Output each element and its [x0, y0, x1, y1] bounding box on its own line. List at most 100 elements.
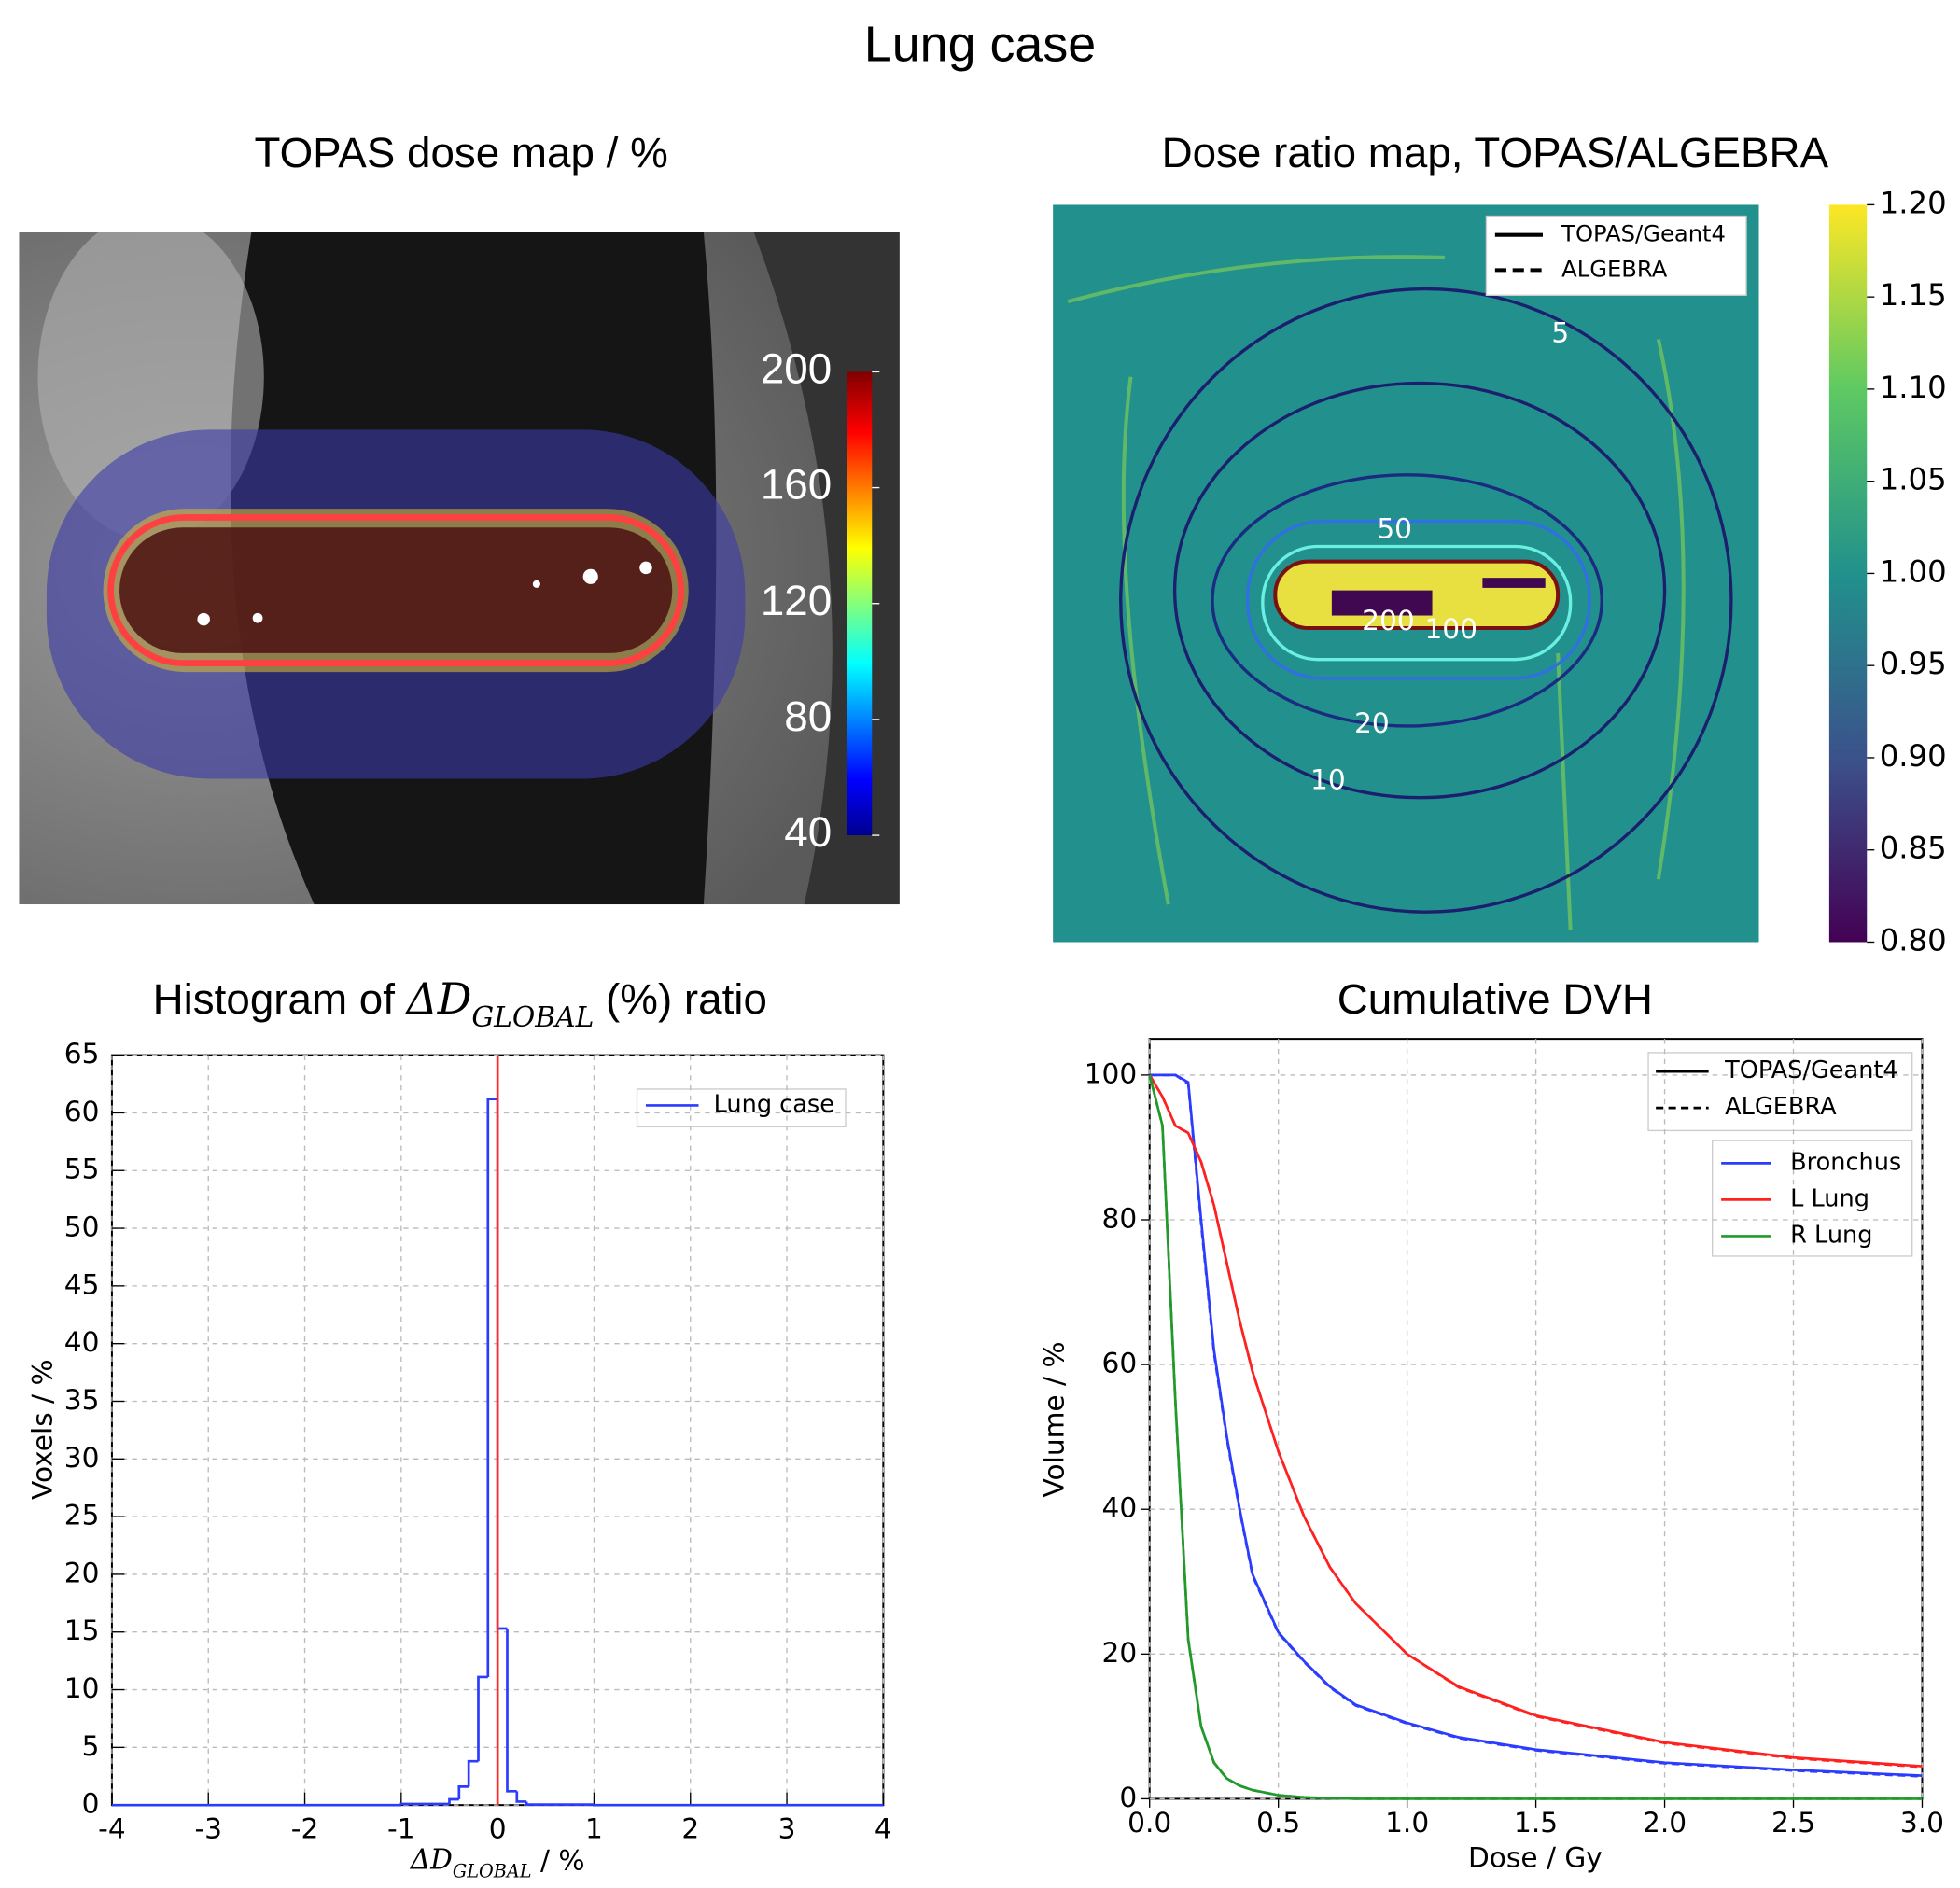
y-tick-label: 55: [64, 1154, 100, 1185]
y-tick-label: 40: [1102, 1492, 1138, 1524]
legend-label: ALGEBRA: [1725, 1093, 1837, 1121]
x-tick-label: -4: [98, 1813, 126, 1845]
legend-label: Bronchus: [1790, 1148, 1901, 1176]
colorbar: [1828, 204, 1868, 943]
legend-label: L Lung: [1790, 1184, 1869, 1212]
colorbar-tick-label: 1.15: [1880, 277, 1947, 313]
panel-title: Cumulative DVH: [1337, 975, 1653, 1023]
panel-title: Histogram of ΔDGLOBAL (%) ratio: [153, 974, 767, 1034]
colorbar-tick-label: 200: [761, 345, 832, 393]
math-subscript: GLOBAL: [453, 1860, 532, 1881]
colorbar-tick-label: 1.10: [1880, 370, 1947, 405]
histogram-step: [448, 1797, 459, 1804]
y-tick-label: 30: [64, 1442, 100, 1474]
histogram-step: [506, 1629, 517, 1793]
x-tick-label: 4: [875, 1813, 892, 1845]
y-tick-label: 15: [64, 1615, 100, 1646]
y-tick-label: 20: [1102, 1637, 1138, 1669]
histogram-step: [399, 1802, 450, 1806]
y-tick-label: 60: [1102, 1348, 1138, 1379]
contour-label: 20: [1354, 707, 1390, 739]
legend-box: [1485, 215, 1747, 296]
legend-box: [636, 1088, 847, 1128]
figure-title: Lung case: [864, 16, 1096, 72]
dvh-line: [1149, 1073, 1923, 1778]
panel-title: TOPAS dose map / %: [254, 129, 667, 176]
contour-label: 5: [1551, 317, 1569, 349]
x-tick-label: 1: [585, 1813, 603, 1845]
x-tick-label: 2.0: [1643, 1807, 1687, 1839]
y-axis-label: Voxels / %: [27, 1359, 59, 1500]
y-tick-label: 80: [1102, 1203, 1138, 1235]
x-tick-label: -3: [194, 1813, 222, 1845]
contour-label: 200: [1362, 605, 1415, 636]
x-tick-label: 2: [681, 1813, 699, 1845]
y-tick-label: 20: [64, 1557, 100, 1588]
colorbar-tick-label: 1.00: [1880, 553, 1947, 589]
colorbar-tick-label: 80: [784, 692, 832, 740]
legend-label: ALGEBRA: [1561, 256, 1668, 282]
colorbar-tick-label: 40: [784, 808, 832, 856]
colorbar-tick-label: 120: [761, 577, 832, 624]
histogram-step: [486, 1098, 498, 1677]
math-symbol: ΔD: [410, 1844, 453, 1876]
colorbar-tick-label: 0.90: [1880, 738, 1947, 774]
legend-box: [1647, 1052, 1913, 1132]
histogram-step: [525, 1801, 595, 1806]
contour-label: 10: [1310, 764, 1346, 796]
legend-label: R Lung: [1790, 1221, 1872, 1249]
legend-label: Lung case: [714, 1090, 834, 1118]
x-tick-label: 2.5: [1771, 1807, 1815, 1839]
x-tick-label: 3.0: [1900, 1807, 1944, 1839]
y-tick-label: 5: [82, 1730, 100, 1762]
x-tick-label: 1.0: [1385, 1807, 1429, 1839]
y-tick-label: 0: [82, 1788, 100, 1820]
y-tick-label: 60: [64, 1096, 100, 1127]
histogram-step: [593, 1803, 884, 1807]
contour-label: 100: [1424, 613, 1477, 645]
x-tick-label: -1: [387, 1813, 415, 1845]
histogram-step: [457, 1785, 469, 1799]
legend-label: TOPAS/Geant4: [1724, 1056, 1898, 1084]
x-tick-label: 1.5: [1514, 1807, 1558, 1839]
histogram-step: [477, 1675, 488, 1762]
contour-label: 50: [1377, 513, 1412, 545]
math-subscript: GLOBAL: [471, 1001, 594, 1034]
histogram-step: [467, 1759, 479, 1787]
x-tick-label: 0.0: [1127, 1807, 1171, 1839]
histogram-step: [496, 1098, 508, 1630]
title-text: Histogram of: [153, 975, 396, 1023]
ratio-map-image: [1053, 204, 1759, 943]
y-tick-label: 35: [64, 1384, 100, 1416]
colorbar-tick-label: 0.95: [1880, 646, 1947, 681]
y-tick-label: 45: [64, 1268, 100, 1300]
y-tick-label: 40: [64, 1326, 100, 1358]
colorbar-tick-label: 160: [761, 461, 832, 509]
x-axis-label: Dose / Gy: [1468, 1842, 1603, 1874]
text: / %: [540, 1844, 585, 1876]
x-axis-label: ΔDGLOBAL / %: [410, 1844, 585, 1882]
y-axis-label: Volume / %: [1038, 1341, 1070, 1497]
colorbar: [847, 371, 873, 836]
dvh-line: [1148, 1074, 1923, 1800]
histogram-step: [515, 1791, 527, 1803]
y-tick-label: 10: [64, 1672, 100, 1704]
colorbar-tick-label: 0.85: [1880, 831, 1947, 866]
y-tick-label: 100: [1085, 1057, 1138, 1089]
panel-title: Dose ratio map, TOPAS/ALGEBRA: [1162, 129, 1829, 176]
x-tick-label: 0.5: [1256, 1807, 1300, 1839]
dvh-line: [1148, 1074, 1923, 1769]
y-tick-label: 0: [1119, 1782, 1137, 1813]
x-tick-label: 3: [778, 1813, 796, 1845]
colorbar-tick-label: 0.80: [1880, 922, 1947, 958]
dose-map-image: [19, 232, 900, 905]
y-tick-label: 65: [64, 1038, 100, 1070]
colorbar-tick-label: 1.05: [1880, 462, 1947, 497]
x-tick-label: 0: [489, 1813, 507, 1845]
x-tick-label: -2: [291, 1813, 319, 1845]
text: (%) ratio: [606, 975, 767, 1023]
math-symbol: ΔD: [405, 974, 472, 1024]
y-tick-label: 25: [64, 1500, 100, 1531]
